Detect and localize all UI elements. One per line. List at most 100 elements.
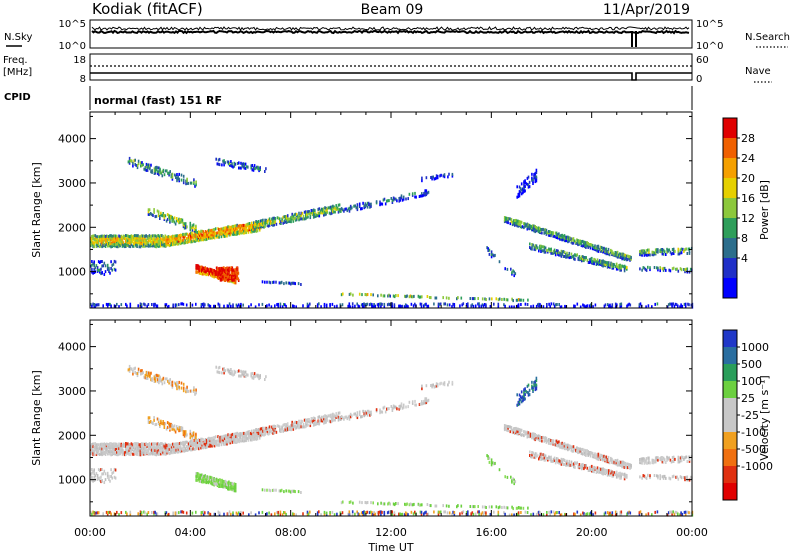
velocity-echo <box>96 444 99 448</box>
velocity-echo <box>553 512 556 516</box>
velocity-echo <box>280 430 282 433</box>
power-echo <box>226 160 229 164</box>
power-echo <box>242 227 244 231</box>
velocity-echo <box>270 513 273 517</box>
power-echo <box>534 225 536 228</box>
velocity-echo <box>579 449 582 453</box>
velocity-echo <box>427 398 430 402</box>
power-echo <box>201 272 203 276</box>
power-echo <box>138 238 141 242</box>
power-echo <box>186 238 189 242</box>
power-echo <box>209 232 211 236</box>
power-echo <box>234 162 237 166</box>
power-echo <box>672 302 674 306</box>
velocity-echo <box>91 448 93 452</box>
power-echo <box>645 249 648 253</box>
power-echo <box>220 278 223 282</box>
velocity-echo <box>129 367 132 371</box>
velocity-echo <box>150 371 152 375</box>
velocity-echo <box>255 434 257 438</box>
power-echo <box>163 218 166 221</box>
velocity-echo <box>306 419 308 422</box>
velocity-echo <box>96 449 99 453</box>
power-echo <box>244 162 247 166</box>
velocity-echo <box>667 511 670 515</box>
velocity-echo <box>146 445 148 448</box>
power-echo <box>193 178 195 182</box>
power-echo <box>317 207 319 211</box>
velocity-echo <box>211 439 214 443</box>
power-echo <box>616 250 619 254</box>
velocity-echo <box>561 460 564 464</box>
velocity-echo <box>230 435 233 439</box>
power-echo <box>602 246 604 250</box>
power-echo <box>425 176 428 180</box>
colorbar-segment <box>723 218 737 239</box>
power-echo <box>218 163 221 167</box>
power-echo <box>101 239 103 243</box>
power-echo <box>307 215 309 219</box>
power-echo <box>647 253 649 257</box>
power-echo <box>144 236 146 240</box>
velocity-echo <box>127 442 129 446</box>
power-echo <box>588 243 591 246</box>
velocity-echo <box>192 433 195 437</box>
velocity-echo <box>561 458 564 462</box>
power-echo <box>204 238 207 242</box>
velocity-echo <box>515 429 517 433</box>
power-echo <box>292 304 294 308</box>
velocity-echo <box>217 439 219 443</box>
power-echo <box>668 268 670 272</box>
power-echo <box>439 302 442 306</box>
velocity-echo <box>227 512 230 516</box>
power-echo <box>259 223 262 227</box>
power-echo <box>545 249 548 253</box>
power-echo <box>257 220 260 223</box>
velocity-echo <box>94 511 97 515</box>
power-echo <box>203 272 205 276</box>
power-echo <box>443 175 446 179</box>
velocity-echo <box>97 511 100 515</box>
velocity-echo <box>284 423 287 426</box>
velocity-echo <box>247 430 250 434</box>
velocity-echo <box>157 445 160 448</box>
power-echo <box>170 216 172 220</box>
power-echo <box>256 227 259 230</box>
velocity-echo <box>156 512 159 516</box>
velocity-echo <box>537 511 539 515</box>
power-echo <box>137 234 139 238</box>
power-echo <box>219 266 221 270</box>
power-echo <box>579 241 582 245</box>
power-echo <box>195 235 198 239</box>
power-echo <box>151 243 153 247</box>
velocity-echo <box>497 512 500 516</box>
velocity-echo <box>259 374 261 378</box>
power-echo <box>138 242 141 246</box>
power-echo <box>358 305 361 309</box>
velocity-echo <box>212 480 214 484</box>
power-echo <box>180 178 183 182</box>
colorbar-tick-label: 24 <box>741 152 755 165</box>
velocity-echo <box>314 423 316 427</box>
power-echo <box>102 241 104 245</box>
power-echo <box>594 303 597 307</box>
velocity-echo <box>272 427 274 431</box>
power-echo <box>554 231 557 235</box>
velocity-echo <box>561 446 563 450</box>
power-echo <box>155 242 158 246</box>
power-echo <box>524 179 526 183</box>
power-echo <box>227 228 229 232</box>
velocity-echo <box>219 485 221 488</box>
velocity-echo <box>206 475 209 479</box>
velocity-echo <box>170 447 173 451</box>
power-echo <box>363 206 365 210</box>
velocity-echo <box>576 510 579 514</box>
velocity-echo <box>170 422 172 426</box>
velocity-echo <box>233 439 235 443</box>
power-echo <box>137 241 139 245</box>
power-echo <box>656 248 658 252</box>
velocity-echo <box>559 442 561 446</box>
velocity-echo <box>262 426 264 430</box>
power-echo <box>549 305 551 309</box>
power-echo <box>154 241 156 244</box>
